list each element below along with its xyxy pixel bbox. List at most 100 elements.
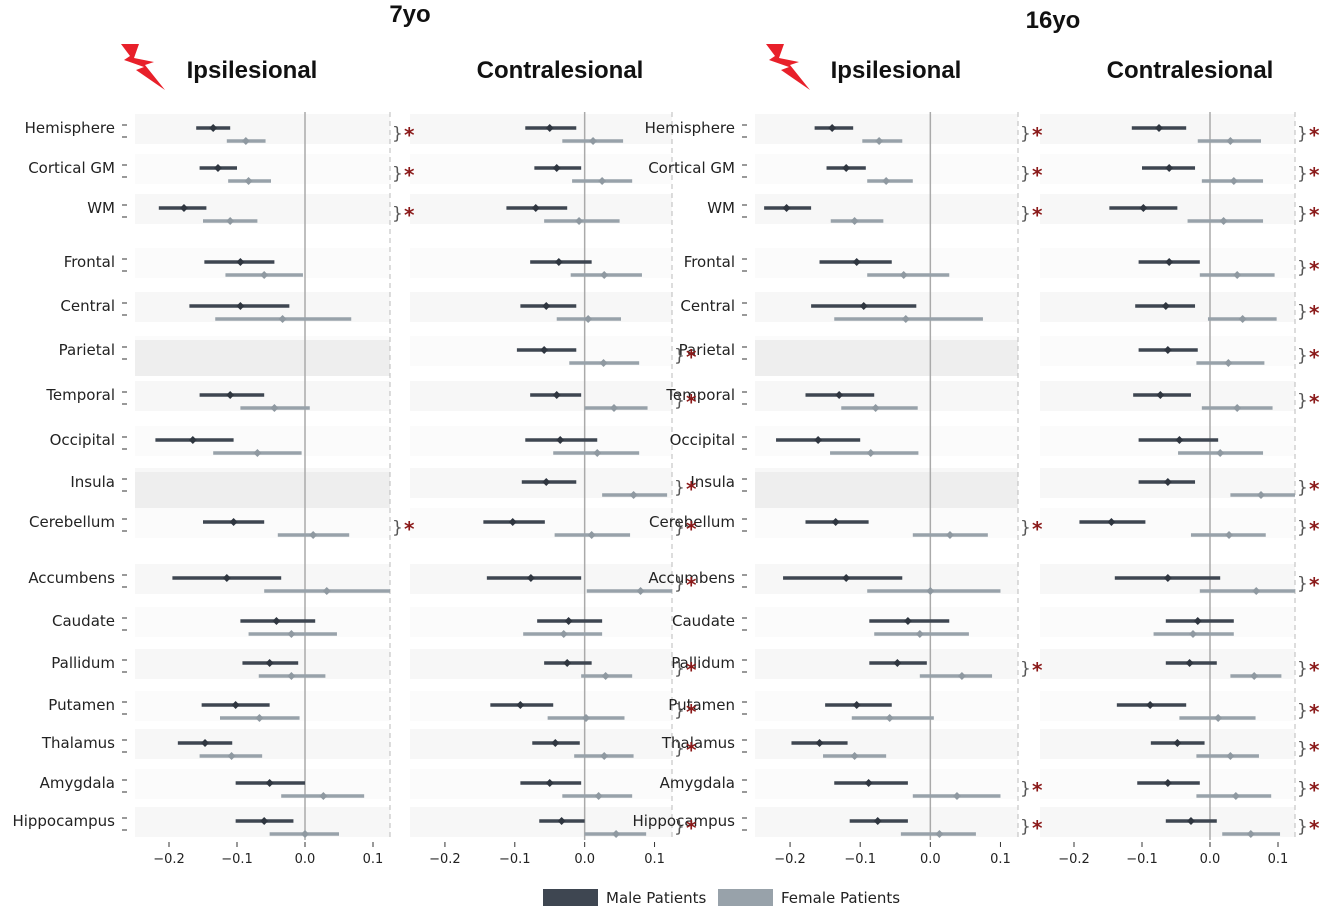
significance-star: * (1309, 700, 1320, 724)
female-point-hippocampus (935, 830, 944, 838)
significance-brace: } (1297, 124, 1308, 144)
female-point-cerebellum (1225, 531, 1234, 539)
male-point-accumbens (842, 574, 851, 582)
female-point-cortical-gm (598, 177, 607, 185)
lightning-icon (121, 44, 165, 90)
x-tick-label: 0.1 (990, 852, 1011, 867)
male-point-putamen (1146, 701, 1155, 709)
significance-star: * (404, 163, 415, 187)
significance-star: * (404, 517, 415, 541)
female-point-pallidum (1250, 672, 1259, 680)
significance-brace: } (1020, 124, 1031, 144)
female-point-central (278, 315, 287, 323)
significance-brace: } (1020, 164, 1031, 184)
significance-brace: } (1297, 346, 1308, 366)
significance-star: * (1032, 203, 1043, 227)
male-point-central (859, 302, 868, 310)
female-point-cortical-gm (882, 177, 891, 185)
female-point-central (584, 315, 593, 323)
region-label-putamen: Putamen (48, 696, 115, 714)
male-point-central (236, 302, 245, 310)
male-point-hippocampus (1186, 817, 1195, 825)
female-point-caudate (287, 630, 296, 638)
female-point-cerebellum (587, 531, 596, 539)
female-point-accumbens (636, 587, 645, 595)
male-point-parietal (1163, 346, 1172, 354)
male-point-pallidum (1185, 659, 1194, 667)
significance-star: * (1309, 123, 1320, 147)
female-point-temporal (610, 404, 619, 412)
male-point-occipital (1175, 436, 1184, 444)
female-point-occipital (593, 449, 602, 457)
region-label-insula: Insula (70, 473, 115, 491)
significance-brace: } (1297, 204, 1308, 224)
text-layer: 7yo 16yo Ipsilesional Contralesional Ips… (12, 1, 1273, 831)
region-label-amygdala: Amygdala (660, 774, 735, 792)
female-point-occipital (253, 449, 262, 457)
male-point-accumbens (222, 574, 231, 582)
region-label-caudate: Caudate (52, 612, 115, 630)
male-point-temporal (1156, 391, 1165, 399)
female-point-thalamus (1226, 752, 1235, 760)
male-point-insula (542, 478, 551, 486)
significance-star: * (404, 203, 415, 227)
legend-swatch-male (543, 889, 598, 906)
region-label-frontal: Frontal (64, 253, 115, 271)
male-point-cortical-gm (552, 164, 561, 172)
male-point-cerebellum (1107, 518, 1116, 526)
female-point-temporal (1233, 404, 1242, 412)
significance-star: * (686, 477, 697, 501)
region-label-hippocampus: Hippocampus (632, 812, 735, 830)
significance-star: * (1032, 658, 1043, 682)
female-point-insula (1257, 491, 1265, 499)
female-point-cortical-gm (1229, 177, 1238, 185)
male-point-wm (179, 204, 188, 212)
region-label-frontal: Frontal (684, 253, 735, 271)
female-point-cortical-gm (244, 177, 253, 185)
region-label-hemisphere: Hemisphere (645, 119, 735, 137)
row-background (755, 508, 1018, 538)
significance-brace: } (1020, 817, 1031, 837)
female-point-cerebellum (309, 531, 318, 539)
significance-star: * (1309, 257, 1320, 281)
male-point-frontal (1165, 258, 1174, 266)
significance-star: * (1309, 301, 1320, 325)
region-label-occipital: Occipital (670, 431, 735, 449)
significance-star: * (404, 123, 415, 147)
male-point-frontal (236, 258, 245, 266)
significance-star: * (686, 700, 697, 724)
male-point-thalamus (551, 739, 560, 747)
region-label-occipital: Occipital (50, 431, 115, 449)
legend: Male Patients Female Patients (543, 889, 900, 907)
region-label-temporal: Temporal (665, 386, 735, 404)
male-point-parietal (540, 346, 549, 354)
female-point-putamen (1214, 714, 1223, 722)
age-title-16yo: 16yo (1026, 7, 1081, 34)
significance-brace: } (1297, 164, 1308, 184)
male-point-insula (1163, 478, 1172, 486)
region-label-pallidum: Pallidum (671, 654, 735, 672)
significance-star: * (1309, 816, 1320, 840)
significance-star: * (1309, 778, 1320, 802)
male-point-amygdala (1163, 779, 1172, 787)
female-point-hippocampus (612, 830, 621, 838)
significance-star: * (1032, 778, 1043, 802)
female-point-central (901, 315, 910, 323)
age-title-7yo: 7yo (389, 1, 430, 28)
female-point-putamen (255, 714, 264, 722)
significance-star: * (686, 738, 697, 762)
x-tick-label: 0.1 (1268, 852, 1289, 867)
region-label-insula: Insula (690, 473, 735, 491)
male-point-caudate (1193, 617, 1202, 625)
female-point-parietal (1224, 359, 1233, 367)
male-point-amygdala (545, 779, 554, 787)
male-point-putamen (852, 701, 861, 709)
male-point-putamen (231, 701, 240, 709)
male-point-central (542, 302, 551, 310)
x-tick-label: −0.2 (774, 852, 806, 867)
significance-brace: } (674, 478, 685, 498)
female-point-frontal (899, 271, 908, 279)
female-point-pallidum (287, 672, 296, 680)
male-point-caudate (272, 617, 281, 625)
female-point-pallidum (601, 672, 610, 680)
